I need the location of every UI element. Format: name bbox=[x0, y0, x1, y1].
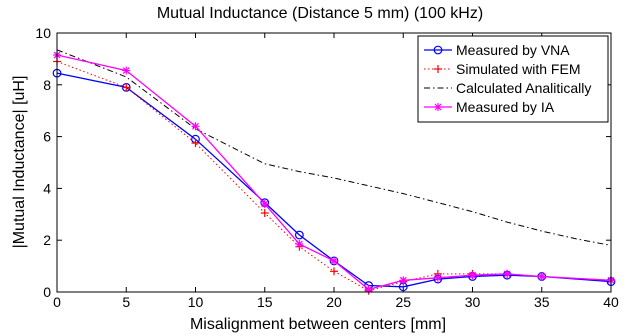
x-tick-label: 0 bbox=[53, 294, 61, 310]
data-point bbox=[399, 276, 407, 284]
chart-title: Mutual Inductance (Distance 5 mm) (100 k… bbox=[157, 5, 483, 22]
y-tick-label: 4 bbox=[43, 180, 51, 196]
x-axis-label: Misalignment between centers [mm] bbox=[190, 316, 446, 333]
legend-marker bbox=[434, 103, 442, 111]
x-tick-label: 15 bbox=[257, 294, 273, 310]
legend: Measured by VNA Simulated with FEM Calcula… bbox=[418, 36, 608, 122]
data-point bbox=[192, 122, 200, 130]
data-point bbox=[434, 274, 442, 282]
legend-label: Measured by VNA bbox=[456, 42, 570, 58]
y-tick-label: 8 bbox=[43, 77, 51, 93]
legend-label: Calculated Analitically bbox=[456, 80, 591, 96]
y-tick-label: 10 bbox=[35, 25, 51, 41]
y-tick-label: 0 bbox=[43, 284, 51, 300]
y-tick-label: 2 bbox=[43, 232, 51, 248]
y-axis-label: |Mutual Inductance| [uH] bbox=[11, 76, 28, 249]
x-tick-label: 20 bbox=[326, 294, 342, 310]
x-tick-label: 25 bbox=[395, 294, 411, 310]
data-point bbox=[330, 257, 338, 265]
x-tick-label: 40 bbox=[603, 294, 619, 310]
data-point bbox=[503, 270, 511, 278]
data-point bbox=[122, 67, 130, 75]
legend-label: Measured by IA bbox=[456, 99, 555, 115]
x-tick-label: 35 bbox=[534, 294, 550, 310]
data-point bbox=[538, 272, 546, 280]
y-tick-label: 6 bbox=[43, 129, 51, 145]
x-tick-label: 5 bbox=[122, 294, 130, 310]
data-point bbox=[261, 200, 269, 208]
data-point bbox=[469, 271, 477, 279]
x-tick-label: 10 bbox=[188, 294, 204, 310]
legend-label: Simulated with FEM bbox=[456, 61, 580, 77]
x-tick-label: 30 bbox=[465, 294, 481, 310]
data-point bbox=[295, 240, 303, 248]
